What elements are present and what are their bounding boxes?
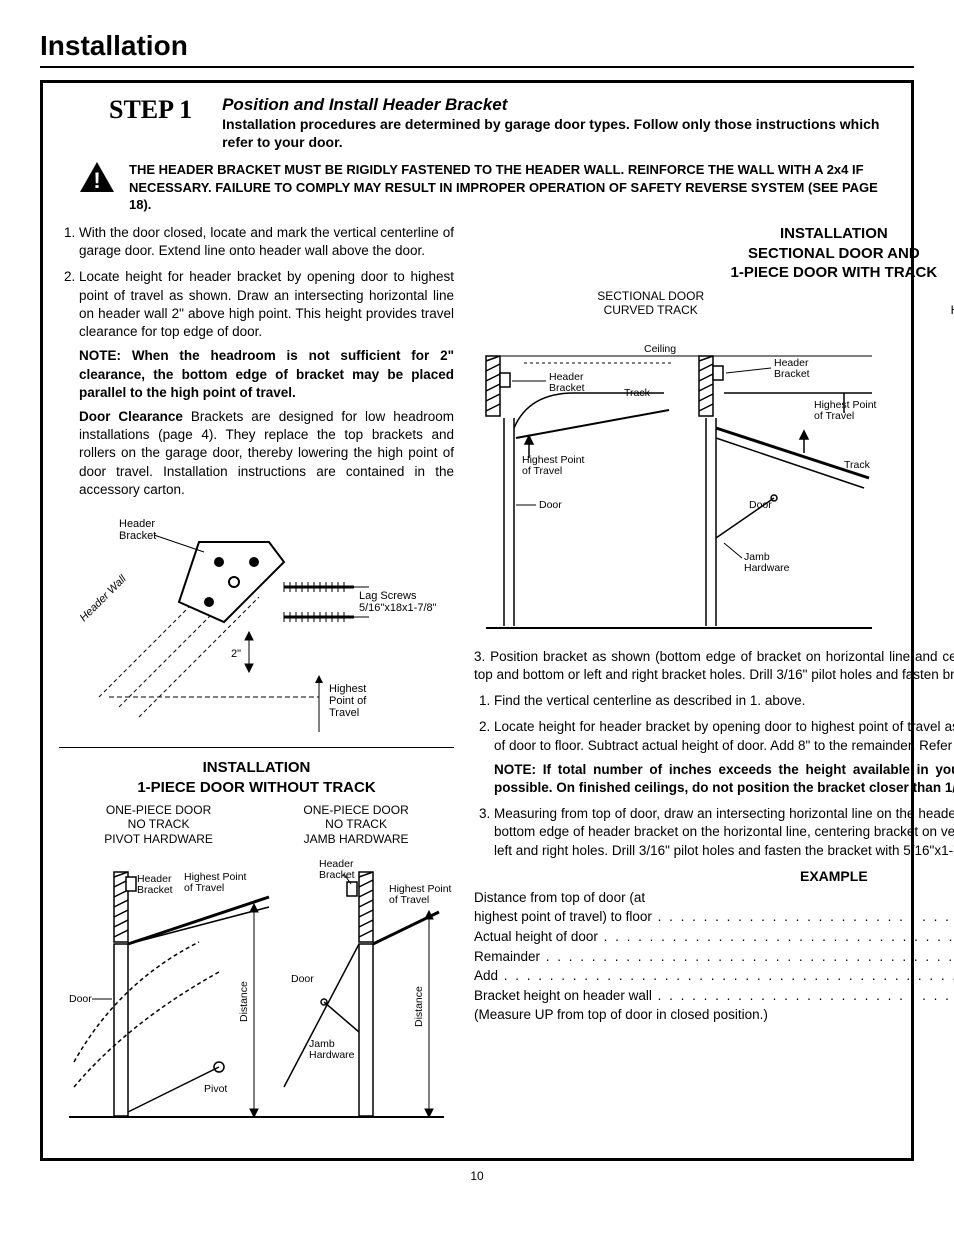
step-heading: Position and Install Header Bracket xyxy=(222,95,895,115)
step-subtext: Installation procedures are determined b… xyxy=(222,115,895,151)
left-column: With the door closed, locate and mark th… xyxy=(59,224,454,1142)
example-row-0a: Distance from top of door (at xyxy=(474,888,954,908)
lbl-lag-screws: Lag Screws5/16"x18x1-7/8" xyxy=(359,590,437,614)
lbl-header-wall: Header Wall xyxy=(78,573,130,625)
s2-lbl-ceiling: Ceiling xyxy=(644,343,676,355)
s2r-door: Door xyxy=(749,499,772,511)
section1-sublabels: ONE-PIECE DOORNO TRACKPIVOT HARDWARE ONE… xyxy=(59,803,454,846)
s2r-track: Track xyxy=(844,459,871,471)
s2l-hp: Highest Pointof Travel xyxy=(522,454,585,477)
example-row-4: Bracket height on header wall xyxy=(474,986,954,1006)
s2r-jamb: JambHardware xyxy=(744,551,790,574)
right-step-1: Find the vertical centerline as describe… xyxy=(494,692,954,710)
example-row-1: Actual height of door xyxy=(474,927,954,947)
section2-diagram: Ceiling xyxy=(474,338,954,638)
left-step-2-text: Locate height for header bracket by open… xyxy=(79,269,454,339)
right-para-3: 3. Position bracket as shown (bottom edg… xyxy=(474,648,954,684)
lbl-highest: HighestPoint ofTravel xyxy=(329,683,367,719)
warning-icon: ! xyxy=(79,161,115,193)
svg-text:!: ! xyxy=(93,168,100,193)
right-step-3: Measuring from top of door, draw an inte… xyxy=(494,805,954,860)
main-content-box: STEP 1 Position and Install Header Brack… xyxy=(40,80,914,1161)
s2r-hp: Highest Pointof Travel xyxy=(814,399,877,422)
lbl-two-inch: 2" xyxy=(231,648,241,660)
page-number: 10 xyxy=(40,1169,914,1183)
example-row-0: highest point of travel) to floor xyxy=(474,907,954,927)
section2-sublabels: SECTIONAL DOORCURVED TRACK ONE-PIECE DOO… xyxy=(474,289,954,332)
lbl-header-bracket: HeaderBracket xyxy=(119,518,156,542)
s2l-track: Track xyxy=(624,387,651,399)
example-title: EXAMPLE xyxy=(474,868,954,884)
page-title: Installation xyxy=(40,30,914,68)
s2r-hb: HeaderBracket xyxy=(774,357,810,380)
left-step-1: With the door closed, locate and mark th… xyxy=(79,224,454,260)
example-row-3: Add xyxy=(474,966,954,986)
left-step-2: Locate height for header bracket by open… xyxy=(79,268,454,499)
right-column: INSTALLATION SECTIONAL DOOR AND 1-PIECE … xyxy=(474,224,954,1142)
lbl-distance-a: Distance xyxy=(238,981,250,1022)
right-step-2-note: NOTE: If total number of inches exceeds … xyxy=(494,761,954,797)
s1-lbl-hb2: HeaderBracket xyxy=(319,858,355,881)
warning-row: ! THE HEADER BRACKET MUST BE RIGIDLY FAS… xyxy=(79,161,895,214)
step-header: STEP 1 Position and Install Header Brack… xyxy=(59,95,895,151)
header-bracket-diagram: HeaderBracket Header Wall Lag Screws5/16… xyxy=(59,507,454,737)
s1-lbl-hp: Highest Pointof Travel xyxy=(184,871,247,894)
example-table: Distance from top of door (at highest po… xyxy=(474,888,954,1025)
s2l-hb: HeaderBracket xyxy=(549,371,585,394)
s1-lbl-door2: Door xyxy=(291,973,314,985)
section1-diagram: Distance xyxy=(59,852,454,1132)
right-step-2: Locate height for header bracket by open… xyxy=(494,718,954,797)
s1-lbl-hb: HeaderBracket xyxy=(137,873,173,896)
s1-lbl-door: Door xyxy=(69,993,92,1005)
s1-lbl-pivot: Pivot xyxy=(204,1083,227,1095)
example-footer: (Measure UP from top of door in closed p… xyxy=(474,1005,954,1025)
s1-lbl-hp2: Highest Pointof Travel xyxy=(389,883,452,906)
section1-title: INSTALLATION 1-PIECE DOOR WITHOUT TRACK xyxy=(59,758,454,797)
right-step-2-text: Locate height for header bracket by open… xyxy=(494,719,954,752)
section2-title: INSTALLATION SECTIONAL DOOR AND 1-PIECE … xyxy=(474,224,954,283)
left-step-2-note: NOTE: When the headroom is not sufficien… xyxy=(79,347,454,402)
s1-lbl-jamb: JambHardware xyxy=(309,1038,355,1061)
left-step-2-para: Door Clearance Brackets are designed for… xyxy=(79,408,454,499)
step-label: STEP 1 xyxy=(59,95,192,125)
s2l-door: Door xyxy=(539,499,562,511)
warning-text: THE HEADER BRACKET MUST BE RIGIDLY FASTE… xyxy=(129,161,895,214)
lbl-distance-b: Distance xyxy=(413,986,425,1027)
example-row-2: Remainder xyxy=(474,947,954,967)
